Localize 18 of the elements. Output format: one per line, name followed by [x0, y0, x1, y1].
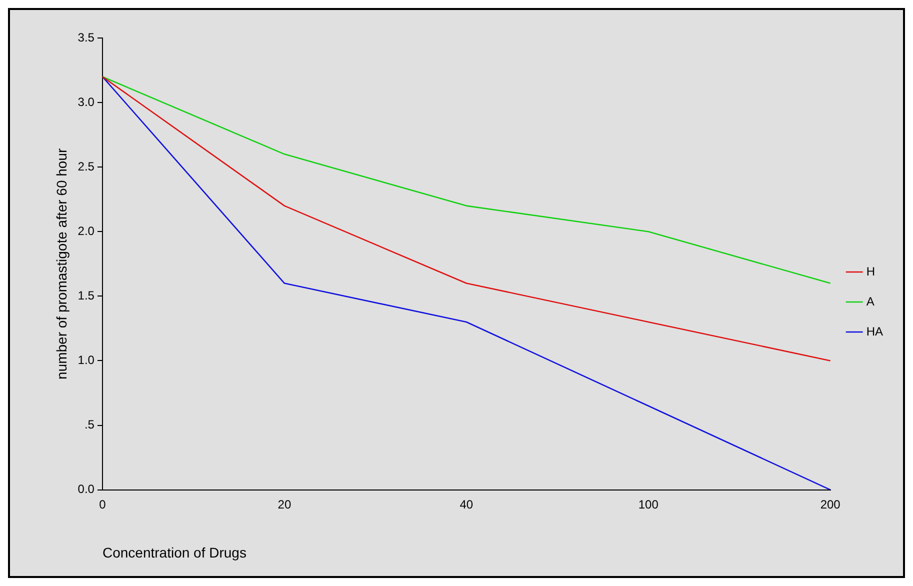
y-tick-label: 1.0 [78, 353, 95, 368]
y-axis-title: number of promastigote after 60 hour [53, 148, 70, 380]
x-tick-label: 20 [278, 497, 292, 512]
x-axis-title: Concentration of Drugs [102, 544, 246, 560]
x-tick-label: 40 [460, 497, 474, 512]
y-tick-label: 3.5 [78, 30, 95, 44]
x-tick-label: 100 [638, 497, 659, 512]
x-tick-label: 200 [820, 497, 841, 512]
legend-label: A [866, 294, 874, 308]
y-tick-label: 3.0 [78, 94, 95, 109]
legend-label: H [866, 264, 875, 278]
y-tick-label: 1.5 [78, 288, 95, 302]
y-tick-label: .5 [84, 418, 95, 432]
y-tick-label: 0.0 [78, 482, 95, 496]
x-tick-label: 0 [99, 497, 106, 512]
y-tick-label: 2.0 [78, 224, 95, 238]
legend-label: HA [866, 324, 883, 338]
y-tick-label: 2.5 [78, 159, 95, 174]
